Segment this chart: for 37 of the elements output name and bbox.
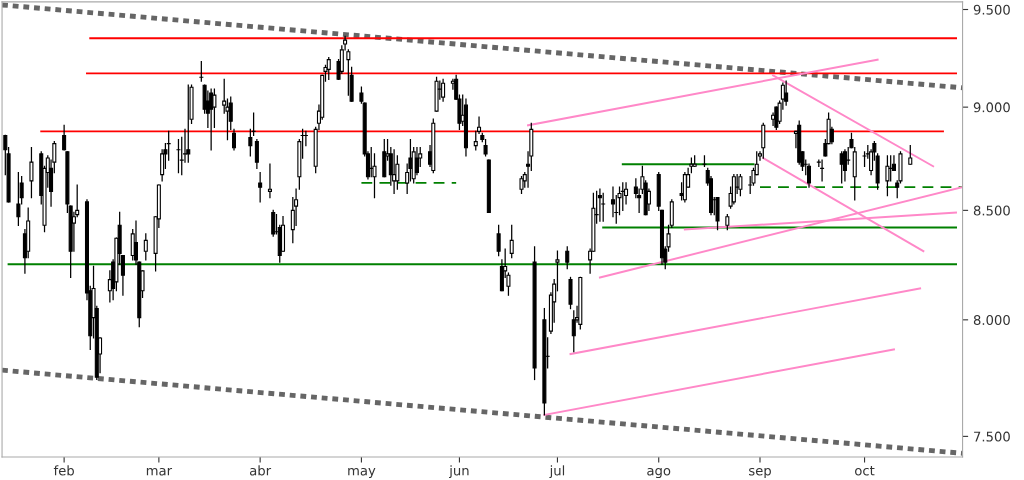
y-tick-label: 9.000 [973,102,1010,113]
candlestick [248,128,253,157]
candlestick [258,171,263,203]
x-tick-label: feb [53,465,74,476]
x-tick-label: ago [647,467,671,479]
candlestick [784,80,789,106]
x-tick-label: jul [549,465,565,479]
y-tick-label: 8.000 [973,315,1010,326]
x-tick-label: jun [449,465,469,479]
candlestick [496,224,501,257]
candlestick [143,233,148,261]
candlestick [212,88,217,128]
candlestick [231,128,237,151]
candlestick [601,192,606,222]
y-tick-label: 8.500 [973,205,1010,216]
candlestick [267,163,272,199]
x-tick-label: abr [249,465,272,476]
candlestick [761,122,766,159]
candlestick [271,209,276,237]
candlestick [16,171,21,226]
y-tick-label: 7.500 [974,431,1010,442]
x-tick-label: mar [146,467,173,476]
y-tick-label: 9.500 [973,4,1010,15]
candlestick [806,163,812,188]
x-tick-label: oct [855,466,875,476]
candlestick [29,147,34,199]
candlestick [571,310,576,353]
candlestick [738,173,743,197]
candlestick [885,155,890,197]
candlestick [908,145,913,165]
x-tick-label: sep [749,467,771,479]
candlestick [509,224,514,259]
candlestick [414,147,419,176]
x-tick-label: may [348,467,376,479]
candlestick [565,246,570,270]
candlestick [473,130,478,151]
candlestick [254,138,259,169]
